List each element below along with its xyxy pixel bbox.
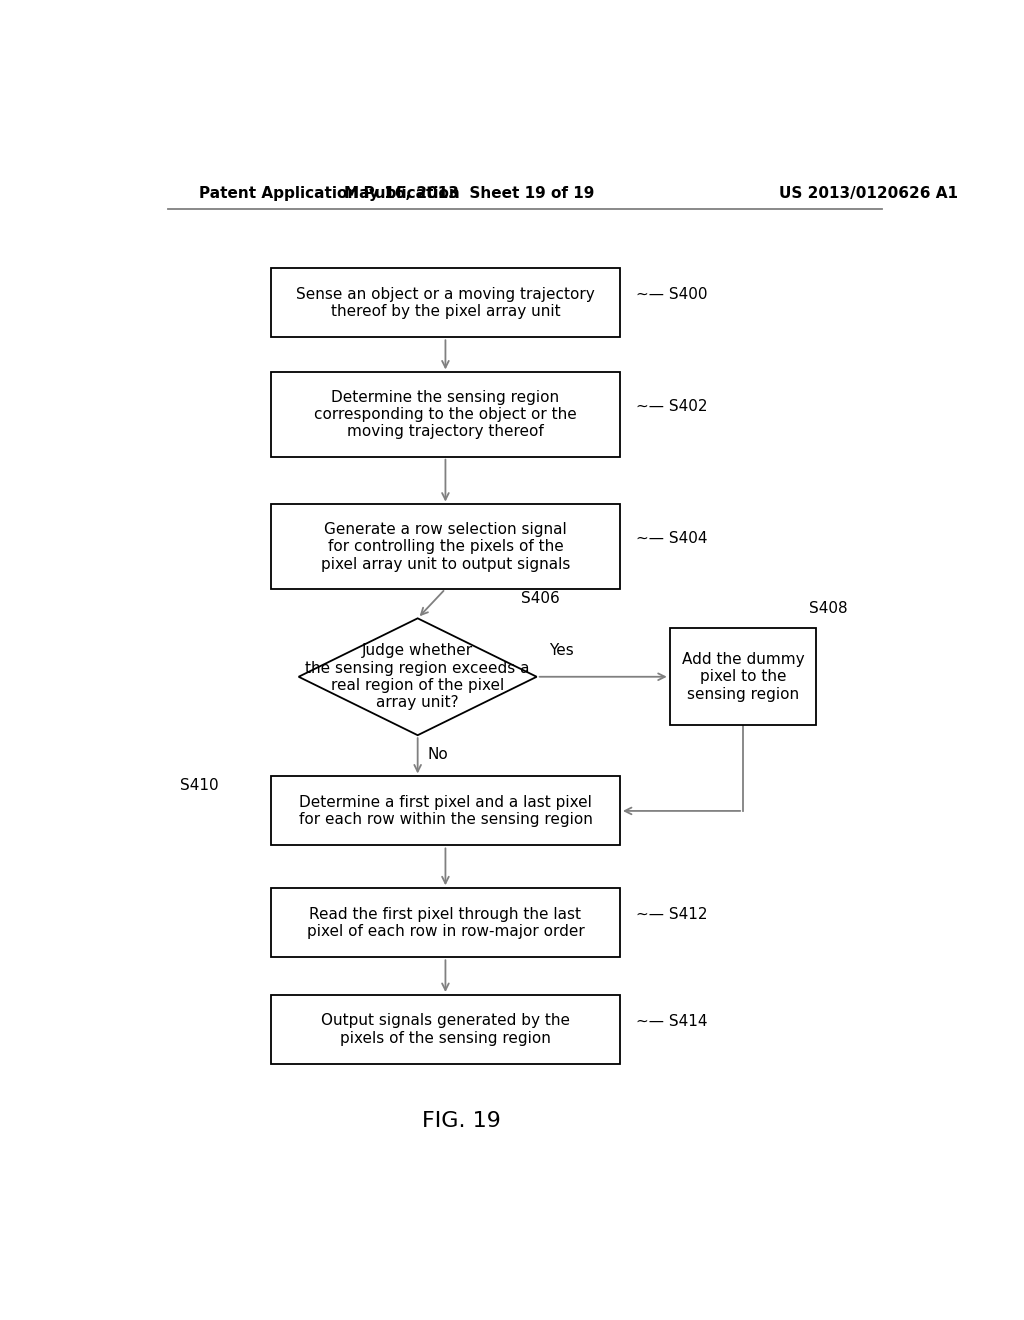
Text: ∼— S402: ∼— S402 (636, 399, 708, 414)
Polygon shape (299, 618, 537, 735)
Text: No: No (427, 747, 447, 763)
Text: S410: S410 (179, 777, 218, 793)
Text: Output signals generated by the
pixels of the sensing region: Output signals generated by the pixels o… (321, 1014, 570, 1045)
FancyBboxPatch shape (270, 504, 620, 589)
Text: ∼— S400: ∼— S400 (636, 286, 708, 302)
FancyBboxPatch shape (270, 268, 620, 338)
Text: Determine the sensing region
corresponding to the object or the
moving trajector: Determine the sensing region correspondi… (314, 389, 577, 440)
FancyBboxPatch shape (270, 888, 620, 957)
Text: ∼— S404: ∼— S404 (636, 531, 708, 546)
FancyBboxPatch shape (670, 628, 816, 725)
Text: Read the first pixel through the last
pixel of each row in row-major order: Read the first pixel through the last pi… (306, 907, 585, 939)
Text: US 2013/0120626 A1: US 2013/0120626 A1 (778, 186, 957, 202)
FancyBboxPatch shape (270, 372, 620, 457)
Text: ∼— S414: ∼— S414 (636, 1014, 708, 1028)
Text: S406: S406 (521, 591, 559, 606)
Text: Patent Application Publication: Patent Application Publication (200, 186, 460, 202)
FancyBboxPatch shape (270, 995, 620, 1064)
Text: S408: S408 (809, 602, 847, 616)
Text: Judge whether
the sensing region exceeds a
real region of the pixel
array unit?: Judge whether the sensing region exceeds… (305, 643, 529, 710)
Text: Determine a first pixel and a last pixel
for each row within the sensing region: Determine a first pixel and a last pixel… (299, 795, 592, 828)
Text: May 16, 2013  Sheet 19 of 19: May 16, 2013 Sheet 19 of 19 (344, 186, 595, 202)
Text: ∼— S412: ∼— S412 (636, 907, 708, 923)
Text: Add the dummy
pixel to the
sensing region: Add the dummy pixel to the sensing regio… (682, 652, 805, 702)
Text: Generate a row selection signal
for controlling the pixels of the
pixel array un: Generate a row selection signal for cont… (321, 521, 570, 572)
FancyBboxPatch shape (270, 776, 620, 846)
Text: FIG. 19: FIG. 19 (422, 1111, 501, 1131)
Text: Yes: Yes (549, 643, 573, 659)
Text: Sense an object or a moving trajectory
thereof by the pixel array unit: Sense an object or a moving trajectory t… (296, 286, 595, 319)
